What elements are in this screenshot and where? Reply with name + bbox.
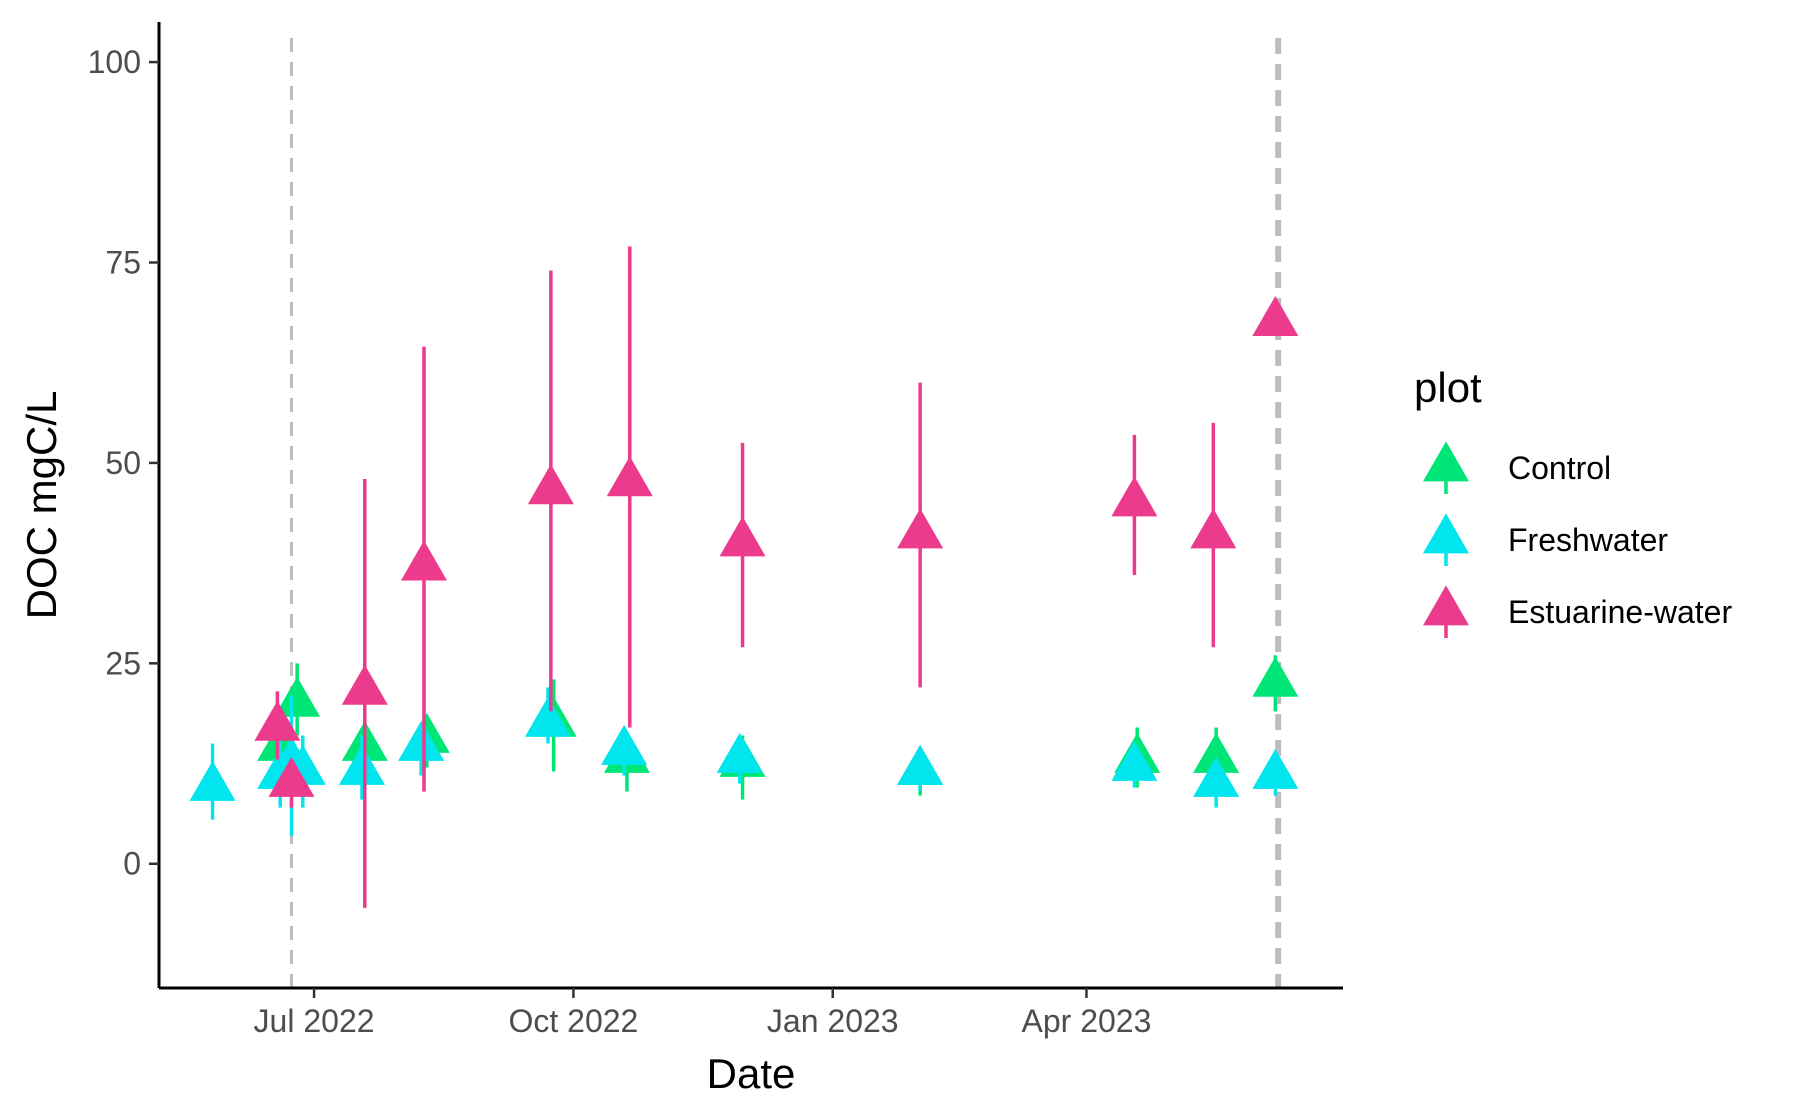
data-point-triangle: [527, 464, 574, 505]
x-tick-label: Jan 2023: [767, 1003, 899, 1039]
data-point-triangle: [1252, 295, 1299, 336]
data-point-triangle: [341, 664, 388, 705]
data-point-triangle: [897, 508, 944, 549]
data-point-triangle: [606, 456, 653, 497]
legend-label: Estuarine-water: [1508, 594, 1732, 630]
data-point-triangle: [268, 756, 315, 797]
data-point-triangle: [400, 540, 447, 581]
data-point-triangle: [525, 696, 572, 737]
axes: [157, 22, 1343, 990]
data-point-triangle: [716, 732, 763, 773]
data-point-triangle: [1111, 476, 1158, 517]
legend: plot Control Freshwater Estuarine-water: [1414, 364, 1732, 638]
x-axis-ticks: Jul 2022 Oct 2022 Jan 2023 Apr 2023: [254, 988, 1152, 1039]
data-series-layer: [189, 246, 1299, 908]
y-tick-label: 0: [123, 846, 141, 882]
y-tick-label: 50: [105, 445, 141, 481]
y-axis-title: DOC mgC/L: [18, 391, 65, 620]
legend-key-triangle: [1423, 441, 1469, 482]
x-tick-label: Jul 2022: [254, 1003, 375, 1039]
y-tick-label: 100: [88, 44, 141, 80]
legend-key-triangle: [1423, 585, 1469, 626]
data-point-triangle: [601, 724, 648, 765]
data-point-triangle: [897, 744, 944, 785]
event-reference-lines: [289, 38, 1282, 988]
data-point-triangle: [1252, 748, 1299, 789]
x-tick-label: Oct 2022: [508, 1003, 638, 1039]
data-point-triangle: [189, 760, 236, 801]
legend-key-triangle: [1423, 513, 1469, 554]
data-point-triangle: [398, 720, 445, 761]
y-tick-label: 25: [105, 645, 141, 681]
legend-label: Control: [1508, 450, 1611, 486]
data-point-triangle: [1193, 732, 1240, 773]
y-tick-label: 75: [105, 244, 141, 280]
data-point-triangle: [254, 700, 301, 741]
data-point-triangle: [1111, 740, 1158, 781]
data-point-triangle: [1190, 508, 1237, 549]
x-axis-title: Date: [707, 1050, 796, 1097]
legend-entry-control: Control: [1423, 441, 1611, 494]
data-point-triangle: [338, 744, 385, 785]
y-axis-ticks: 0 25 50 75 100: [88, 44, 159, 882]
data-point-triangle: [1193, 756, 1240, 797]
series-estuarine-water: [254, 246, 1299, 908]
data-point-triangle: [719, 516, 766, 557]
data-point-triangle: [274, 676, 321, 717]
x-tick-label: Apr 2023: [1022, 1003, 1152, 1039]
series-freshwater: [189, 687, 1299, 836]
legend-entry-freshwater: Freshwater: [1423, 513, 1668, 566]
legend-title: plot: [1414, 364, 1482, 411]
legend-label: Freshwater: [1508, 522, 1668, 558]
data-point-triangle: [1252, 656, 1299, 697]
legend-entry-estuarine-water: Estuarine-water: [1423, 585, 1732, 638]
